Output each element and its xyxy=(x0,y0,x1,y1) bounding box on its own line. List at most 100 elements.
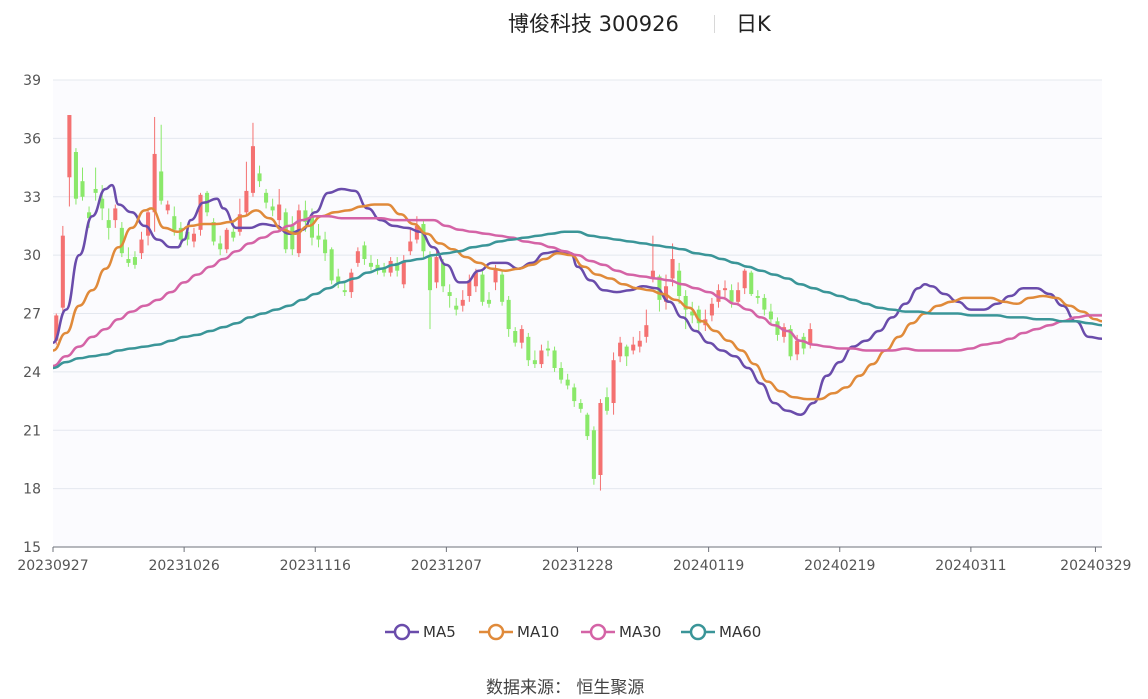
candle-body xyxy=(447,292,452,296)
candle-body xyxy=(414,225,419,240)
candle-body xyxy=(493,268,498,283)
legend-item-ma30[interactable]: MA30 xyxy=(580,620,661,644)
candle-body xyxy=(178,227,183,240)
candle-body xyxy=(54,315,59,341)
x-tick-label: 20240119 xyxy=(673,558,744,574)
x-tick-label: 20230927 xyxy=(17,558,88,574)
candle-body xyxy=(198,194,203,230)
candle-body xyxy=(349,272,354,293)
candle-body xyxy=(618,342,623,357)
candle-body xyxy=(519,329,524,343)
candle-body xyxy=(60,235,65,308)
candle-body xyxy=(401,260,406,285)
candle-body xyxy=(132,257,137,265)
ma-line-ma30 xyxy=(52,214,1102,368)
legend-label: MA60 xyxy=(719,623,762,641)
legend-label: MA5 xyxy=(423,623,456,641)
legend-item-ma5[interactable]: MA5 xyxy=(384,620,456,644)
candle-body xyxy=(152,153,157,213)
candle-body xyxy=(146,212,151,236)
candle-body xyxy=(139,239,144,254)
candle-body xyxy=(427,257,433,291)
candle-body xyxy=(552,350,557,368)
candle-body xyxy=(768,311,773,320)
y-tick-label: 15 xyxy=(23,540,41,556)
candle-body xyxy=(572,387,577,402)
candle-body xyxy=(795,340,800,355)
candle-body xyxy=(218,243,223,250)
candle-body xyxy=(441,262,446,287)
candle-body xyxy=(604,397,610,411)
candle-body xyxy=(73,151,78,199)
candle-body xyxy=(172,216,177,230)
candle-body xyxy=(526,336,531,361)
legend-label: MA10 xyxy=(517,623,560,641)
ma-line-ma60 xyxy=(52,230,1103,370)
candle-body xyxy=(237,214,242,232)
candle-body xyxy=(709,303,714,316)
candle-body xyxy=(736,290,741,302)
candle-body xyxy=(637,340,642,347)
legend-item-ma60[interactable]: MA60 xyxy=(680,620,761,644)
candle-body xyxy=(382,268,387,273)
candle-body xyxy=(657,276,662,300)
candle-body xyxy=(113,208,118,221)
candle-body xyxy=(80,181,85,197)
y-tick-label: 36 xyxy=(23,131,41,147)
candle-body xyxy=(781,327,787,337)
y-tick-label: 39 xyxy=(23,73,41,89)
y-tick-label: 27 xyxy=(23,307,41,323)
candle-body xyxy=(788,329,793,357)
title-divider xyxy=(714,15,715,33)
candle-body xyxy=(696,309,701,324)
candle-body xyxy=(211,222,216,242)
candle-body xyxy=(277,204,282,221)
candle-body xyxy=(722,288,728,291)
candle-body xyxy=(598,403,603,476)
candle-body xyxy=(250,146,255,193)
candle-body xyxy=(375,264,380,271)
candle-body xyxy=(100,198,105,209)
legend-swatch-icon xyxy=(479,623,513,641)
y-tick-label: 33 xyxy=(23,190,41,206)
y-tick-label: 21 xyxy=(23,423,41,439)
y-tick-label: 18 xyxy=(23,482,41,498)
candle-body xyxy=(231,231,236,238)
x-tick-label: 20231026 xyxy=(148,558,219,574)
candle-body xyxy=(395,262,400,271)
candle-body xyxy=(303,210,308,223)
x-tick-label: 20231207 xyxy=(411,558,482,574)
candle-body xyxy=(434,257,439,283)
x-tick-label: 20231116 xyxy=(280,558,351,574)
data-source: 数据来源： 恒生聚源 xyxy=(486,678,645,698)
legend-item-ma10[interactable]: MA10 xyxy=(478,620,559,644)
candle-body xyxy=(513,331,518,343)
candle-body xyxy=(670,259,675,279)
candle-body xyxy=(126,259,131,263)
candle-body xyxy=(93,188,98,193)
candle-body xyxy=(742,270,747,289)
candle-body xyxy=(362,245,367,260)
legend-swatch-icon xyxy=(581,623,615,641)
candle-body xyxy=(467,280,472,296)
chart-title-name: 博俊科技 300926 xyxy=(508,12,679,36)
axes: 15 18 21 24 27 30 33 36 39 20230927 20231026 202311… xyxy=(17,73,1131,574)
candle-body xyxy=(290,225,295,250)
candle-body xyxy=(578,403,583,409)
y-tick-label: 24 xyxy=(23,365,41,381)
x-tick-label: 20240219 xyxy=(804,558,875,574)
candle-body xyxy=(87,212,92,219)
candle-body xyxy=(690,311,695,316)
legend-swatch-icon xyxy=(385,623,419,641)
candle-body xyxy=(624,346,629,357)
candle-body xyxy=(165,204,170,211)
candle-body xyxy=(460,299,465,306)
legend-swatch-icon xyxy=(681,623,715,641)
legend-label: MA30 xyxy=(619,623,662,641)
candle-body xyxy=(775,321,780,335)
x-tick-label: 20240311 xyxy=(935,558,1006,574)
candle-body xyxy=(159,171,164,201)
x-tick-label: 20231228 xyxy=(542,558,613,574)
legend: MA5 MA10 MA30 MA60 xyxy=(0,620,1148,644)
